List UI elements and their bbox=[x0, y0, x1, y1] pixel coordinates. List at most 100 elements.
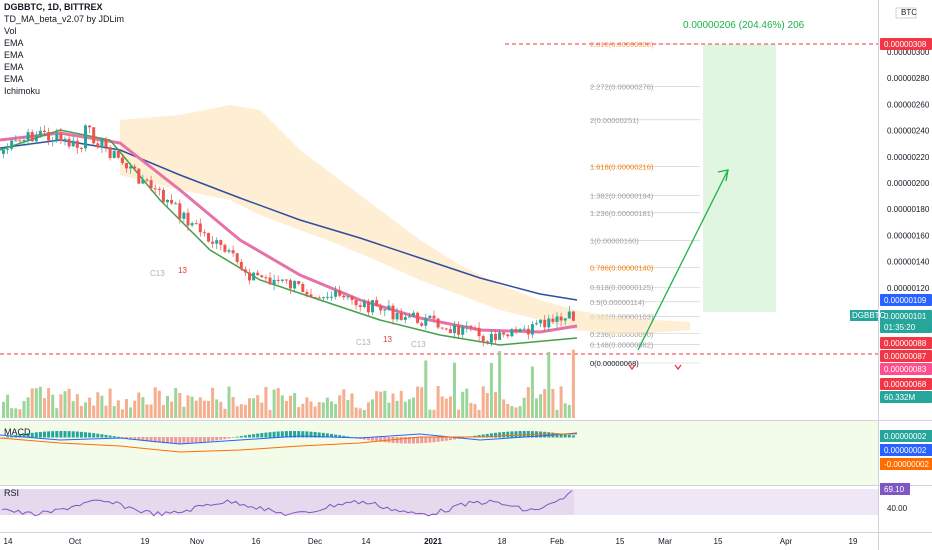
macd-histogram bbox=[485, 433, 489, 438]
macd-histogram bbox=[371, 437, 374, 441]
symbol-title: DGBBTC, 1D, BITTREX bbox=[4, 2, 103, 12]
macd-label[interactable]: MACD bbox=[4, 427, 31, 437]
fibonacci-extension[interactable]: 2.618(0.00000308) 2.272(0.00000276) 2(0.00… bbox=[0, 40, 878, 368]
candle-body bbox=[63, 138, 67, 141]
candle-body bbox=[59, 133, 63, 141]
time-tick-label: 14 bbox=[362, 537, 371, 546]
volume-bar bbox=[129, 407, 133, 418]
candle-body bbox=[55, 133, 59, 141]
time-tick-label: Mar bbox=[658, 537, 672, 546]
indicator-ema-2[interactable]: EMA bbox=[4, 50, 24, 60]
candle-body bbox=[75, 140, 79, 148]
indicator-ema-3[interactable]: EMA bbox=[4, 62, 24, 72]
volume-bar bbox=[198, 397, 202, 418]
price-axis[interactable]: 0.00000300 0.00000280 0.00000260 0.00000240… bbox=[850, 7, 932, 513]
macd-histogram bbox=[539, 431, 543, 438]
volume-bar bbox=[194, 400, 198, 418]
candle-body bbox=[502, 332, 506, 335]
volume-bar bbox=[436, 386, 440, 418]
volume-bar bbox=[100, 395, 104, 418]
volume-bar bbox=[10, 408, 14, 418]
candle-body bbox=[571, 311, 575, 321]
candle-body bbox=[10, 140, 14, 149]
macd-histogram bbox=[22, 433, 26, 438]
volume-bar bbox=[510, 405, 514, 418]
td-sequential-label: 13 bbox=[178, 266, 187, 275]
last-price-tag-bg bbox=[850, 310, 878, 321]
candle-body bbox=[444, 328, 448, 330]
fib-level-label: 1.382(0.00000194) bbox=[590, 192, 654, 201]
macd-histogram bbox=[559, 433, 563, 438]
fib-level-label: 0.5(0.00000114) bbox=[590, 298, 645, 307]
volume-bar bbox=[55, 408, 59, 418]
volume-bar bbox=[235, 406, 239, 418]
candle-body bbox=[272, 279, 276, 285]
candle-body bbox=[518, 329, 522, 332]
indicator-vol[interactable]: Vol bbox=[4, 26, 17, 36]
macd-histogram bbox=[18, 434, 22, 438]
candle-body bbox=[153, 188, 157, 190]
macd-histogram bbox=[116, 436, 120, 438]
candle-body bbox=[284, 279, 288, 281]
volume-bar bbox=[227, 386, 231, 418]
macd-histogram bbox=[157, 437, 161, 443]
volume-bar bbox=[71, 401, 75, 418]
indicator-ichimoku[interactable]: Ichimoku bbox=[4, 86, 41, 96]
candle-body bbox=[170, 199, 174, 204]
macd-histogram bbox=[514, 431, 518, 438]
macd-histogram bbox=[543, 431, 547, 438]
fib-level-label: 0.786(0.00000140) bbox=[590, 263, 654, 272]
candle-body bbox=[395, 312, 399, 320]
volume-bar bbox=[305, 397, 309, 418]
macd-histogram bbox=[571, 435, 575, 438]
macd-histogram bbox=[88, 432, 92, 438]
macd-histogram bbox=[383, 437, 387, 443]
macd-histogram bbox=[47, 431, 51, 438]
price-tag-bg bbox=[880, 294, 932, 306]
drawing-annotations[interactable]: 0.00000206 (204.46%) 206 C13 13 C13 13 C13 bbox=[150, 20, 805, 371]
candle-body bbox=[539, 319, 543, 324]
candle-body bbox=[535, 323, 538, 325]
volume-bar bbox=[239, 404, 243, 418]
volume-bar bbox=[59, 394, 63, 418]
candle-body bbox=[506, 334, 510, 337]
candle-body bbox=[6, 148, 10, 150]
candle-body bbox=[141, 179, 145, 184]
ema-100-line bbox=[0, 131, 578, 334]
candle-body bbox=[559, 316, 563, 321]
macd-histogram bbox=[239, 436, 243, 438]
time-axis[interactable]: 14 Oct 19 Nov 16 Dec 14 2021 18 Feb 15 Mar 15 Apr 19 bbox=[4, 537, 858, 546]
price-tag-bg bbox=[880, 321, 932, 333]
candle-body bbox=[182, 212, 186, 219]
macd-histogram bbox=[284, 431, 288, 438]
volume-bar bbox=[51, 394, 55, 418]
rsi-level-label: 40.00 bbox=[887, 504, 908, 513]
macd-histogram bbox=[26, 433, 30, 438]
volume-bar bbox=[494, 392, 497, 418]
price-tick-label: 0.00000140 bbox=[887, 258, 930, 267]
macd-histogram bbox=[375, 437, 379, 442]
volume-bar bbox=[47, 388, 51, 418]
macd-histogram bbox=[510, 431, 514, 438]
rsi-label[interactable]: RSI bbox=[4, 488, 20, 498]
volume-bar bbox=[272, 389, 276, 418]
indicator-td-ma[interactable]: TD_MA_beta_v2.07 by JDLim bbox=[4, 14, 125, 24]
macd-histogram bbox=[256, 433, 260, 438]
macd-histogram bbox=[403, 437, 407, 444]
candle-body bbox=[120, 157, 124, 164]
price-tag-bg bbox=[880, 350, 932, 362]
volume-bar bbox=[26, 397, 30, 418]
target-arrow-head bbox=[717, 169, 729, 182]
price-tag-bg bbox=[880, 391, 932, 403]
macd-histogram bbox=[305, 431, 309, 438]
indicator-ema-1[interactable]: EMA bbox=[4, 38, 24, 48]
macd-histogram bbox=[366, 437, 370, 441]
candle-body bbox=[473, 327, 477, 329]
volume-bar bbox=[539, 394, 543, 418]
indicator-ema-4[interactable]: EMA bbox=[4, 74, 24, 84]
candle-body bbox=[38, 130, 42, 136]
time-tick-label: Oct bbox=[69, 537, 82, 546]
candle-body bbox=[18, 140, 22, 142]
volume-bar bbox=[276, 388, 280, 418]
